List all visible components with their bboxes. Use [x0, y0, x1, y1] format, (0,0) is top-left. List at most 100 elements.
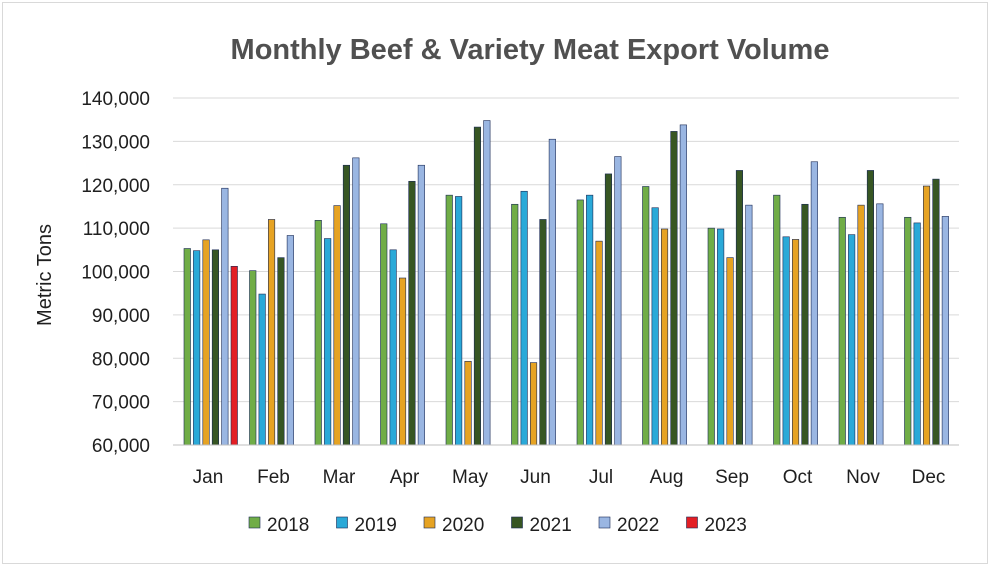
bar-dec-2021 — [932, 178, 940, 446]
x-tick-label-mar: Mar — [323, 467, 356, 488]
bar-apr-2022 — [417, 164, 425, 446]
bar-nov-2018 — [838, 216, 846, 446]
bar-apr-2018 — [380, 223, 388, 446]
x-tick-label-sep: Sep — [715, 467, 749, 488]
x-tick-label-nov: Nov — [846, 467, 880, 488]
bar-feb-2022 — [286, 235, 294, 446]
bar-jun-2021 — [539, 219, 547, 446]
bar-may-2020 — [464, 360, 472, 446]
bar-may-2018 — [445, 194, 453, 446]
x-tick-label-apr: Apr — [390, 467, 420, 488]
bar-jul-2020 — [595, 240, 603, 446]
legend-label-2023: 2023 — [705, 515, 747, 536]
bars — [183, 120, 949, 446]
bar-jan-2018 — [183, 248, 191, 446]
bar-aug-2019 — [651, 207, 659, 446]
bar-sep-2022 — [745, 204, 753, 446]
y-tick-label: 120,000 — [81, 176, 150, 197]
bar-may-2021 — [473, 126, 482, 446]
bar-feb-2018 — [249, 270, 257, 446]
bar-may-2019 — [455, 196, 463, 446]
bar-feb-2020 — [267, 219, 276, 446]
bar-dec-2019 — [913, 222, 921, 446]
bar-mar-2022 — [352, 157, 360, 446]
bar-nov-2019 — [848, 234, 856, 446]
bar-sep-2019 — [717, 228, 725, 446]
bar-jul-2019 — [586, 194, 594, 446]
y-tick-label: 130,000 — [81, 132, 150, 153]
bar-nov-2022 — [876, 203, 884, 446]
x-tick-label-jan: Jan — [193, 467, 224, 488]
bar-aug-2020 — [660, 228, 669, 446]
legend-swatch-2019 — [336, 516, 348, 529]
bar-dec-2020 — [922, 185, 931, 446]
x-tick-label-jun: Jun — [520, 467, 551, 488]
bar-jun-2020 — [529, 362, 538, 446]
bar-feb-2021 — [277, 257, 285, 446]
x-tick-label-aug: Aug — [650, 467, 684, 488]
bar-jul-2021 — [604, 173, 613, 446]
legend-swatch-2021 — [511, 516, 523, 529]
bar-apr-2019 — [389, 249, 397, 446]
legend-label-2021: 2021 — [530, 515, 572, 536]
x-tick-label-dec: Dec — [912, 467, 946, 488]
y-tick-label: 70,000 — [92, 393, 150, 414]
chart-title: Monthly Beef & Variety Meat Export Volum… — [231, 34, 830, 66]
y-tick-label: 80,000 — [92, 349, 150, 370]
bar-aug-2021 — [670, 131, 678, 446]
bar-oct-2022 — [810, 161, 818, 446]
bar-jan-2021 — [211, 249, 219, 446]
x-tick-label-may: May — [452, 467, 488, 488]
x-tick-label-oct: Oct — [783, 467, 813, 488]
bar-mar-2020 — [333, 205, 341, 446]
bar-nov-2020 — [857, 204, 865, 446]
legend: 2018 2019 2020 2021 2022 2023 — [248, 515, 747, 536]
bar-dec-2018 — [904, 216, 912, 446]
bar-jun-2018 — [511, 203, 519, 446]
y-axis-ticks: 60,000 70,000 80,000 90,000 100,000 110,000 12… — [81, 89, 150, 457]
bar-dec-2022 — [941, 216, 949, 446]
bar-mar-2021 — [342, 164, 351, 446]
bar-apr-2021 — [408, 180, 416, 446]
bar-sep-2020 — [726, 257, 734, 446]
bar-chart: Monthly Beef & Variety Meat Export Volum… — [34, 34, 959, 536]
bar-jan-2023 — [230, 265, 238, 446]
bar-jul-2022 — [614, 156, 622, 446]
bar-jan-2020 — [202, 239, 210, 446]
bar-aug-2018 — [642, 186, 650, 446]
x-tick-label-feb: Feb — [257, 467, 290, 488]
y-tick-label: 110,000 — [83, 219, 150, 240]
bar-mar-2018 — [314, 220, 322, 446]
y-tick-label: 140,000 — [81, 89, 150, 110]
bar-sep-2021 — [735, 170, 744, 446]
legend-swatch-2020 — [423, 516, 436, 529]
bar-jan-2022 — [221, 187, 229, 446]
y-tick-label: 100,000 — [81, 263, 150, 284]
legend-swatch-2018 — [248, 516, 261, 529]
bar-oct-2018 — [773, 194, 781, 446]
bar-jun-2019 — [520, 190, 528, 446]
bar-jun-2022 — [548, 138, 556, 446]
bar-mar-2019 — [324, 238, 332, 446]
y-tick-label: 60,000 — [92, 436, 150, 457]
y-axis-title: Metric Tons — [34, 224, 56, 326]
bar-jul-2018 — [576, 199, 584, 446]
x-tick-label-jul: Jul — [589, 467, 613, 488]
legend-label-2018: 2018 — [267, 515, 309, 536]
bar-oct-2021 — [801, 203, 809, 446]
legend-swatch-2022 — [598, 516, 611, 529]
bar-may-2022 — [483, 120, 491, 446]
bar-sep-2018 — [707, 227, 715, 446]
x-axis-ticks: Jan Feb Mar Apr May Jun Jul Aug Sep Oct Nov Dec — [193, 467, 946, 488]
bar-nov-2021 — [866, 170, 875, 446]
bar-feb-2019 — [258, 293, 266, 446]
gridlines — [173, 97, 959, 403]
bar-oct-2020 — [791, 239, 800, 446]
bar-aug-2022 — [679, 124, 687, 446]
legend-label-2020: 2020 — [442, 515, 484, 536]
legend-swatch-2023 — [686, 516, 698, 529]
legend-label-2019: 2019 — [355, 515, 397, 536]
bar-apr-2020 — [398, 277, 407, 446]
bar-jan-2019 — [193, 250, 201, 446]
